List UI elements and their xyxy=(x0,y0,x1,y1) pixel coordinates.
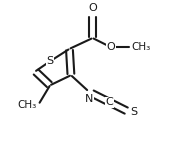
Text: S: S xyxy=(130,107,137,117)
Text: O: O xyxy=(107,42,116,52)
Text: CH₃: CH₃ xyxy=(132,42,151,52)
Text: C: C xyxy=(106,97,114,107)
Text: N: N xyxy=(85,94,94,104)
Text: O: O xyxy=(88,3,97,13)
Text: S: S xyxy=(46,56,54,66)
Text: CH₃: CH₃ xyxy=(17,100,37,110)
